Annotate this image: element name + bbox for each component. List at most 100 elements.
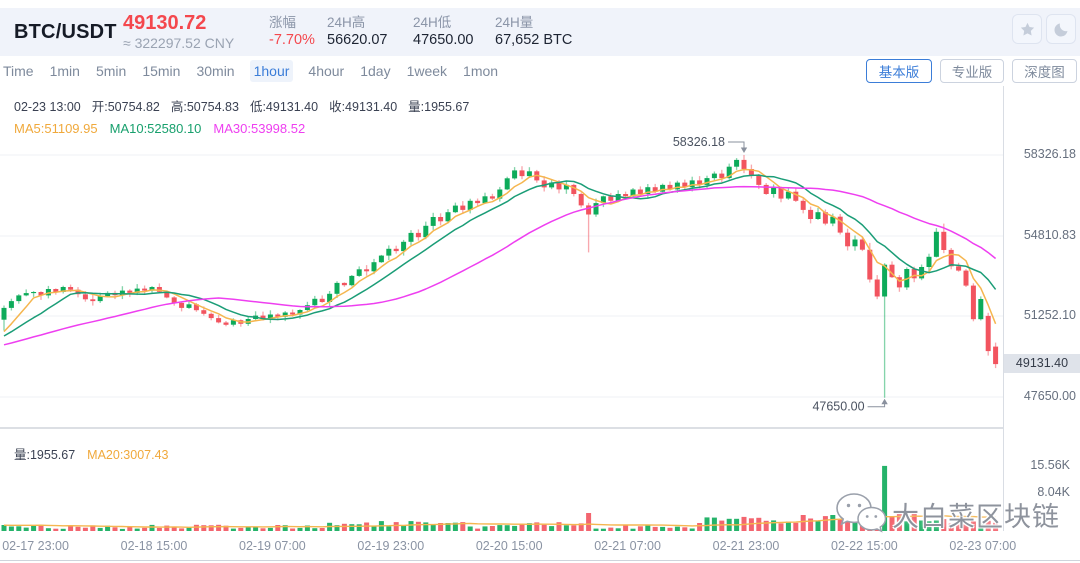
candle-body [882,264,888,297]
volume-bar [386,526,392,531]
candle-body [23,293,29,296]
candle-body [119,290,125,296]
interval-tab-1mon[interactable]: 1mon [463,62,499,79]
volume-bar [179,528,185,531]
interval-tabs: Time 1min 5min 15min 30min 1hour 4hour 1day 1wee… [2,56,513,85]
volume-bar [253,526,259,531]
ticker-stat: 24H高 56620.07 [327,16,387,48]
volume-bar [748,518,754,531]
ohlc-readout: 02-23 13:00 开:50754.82 高:50754.83 低:49131.4… [14,96,480,115]
candle-body [8,301,14,308]
volume-bar [393,522,399,531]
volume-bar [482,526,488,531]
volume-bar [600,528,606,531]
favorite-button[interactable] [1012,14,1042,44]
volume-bar [852,518,858,531]
candle-body [889,264,895,278]
theme-toggle-button[interactable] [1046,14,1076,44]
candle-body [734,159,740,167]
candle-body [785,191,791,199]
candle-body [497,189,503,199]
volume-bar [549,526,555,531]
candle-body [445,212,451,222]
candle-body [364,269,370,272]
volume-bar [275,525,281,531]
candle-body [763,184,769,194]
view-button-1[interactable]: 基本版 [866,59,932,83]
volume-bar [697,523,703,531]
candle-body [652,187,658,192]
volume-bar [667,527,673,531]
candle-body [526,171,532,177]
volume-bar [623,525,629,531]
interval-tab-1min[interactable]: 1min [49,62,80,79]
volume-bar [134,528,140,531]
candle-body [549,182,555,188]
annotation-arrow-down [740,147,748,153]
volume-bar [674,526,680,531]
interval-tab-1week[interactable]: 1week [406,62,448,79]
volume-bar [896,512,902,531]
candle-body [452,205,458,213]
volume-axis-label: 15.56K [1030,458,1070,472]
candle-body [149,287,155,291]
interval-tab-30min[interactable]: 30min [196,62,235,79]
volume-bar [652,526,658,531]
volume-bar [208,525,214,531]
candle-body [608,196,614,201]
candle-body [985,315,991,352]
candle-body [90,299,96,302]
candle-body [682,182,688,188]
volume-bar [349,524,355,531]
volume-bar [682,527,688,531]
volume-bar [689,528,695,531]
view-button-3[interactable]: 深度图 [1012,59,1077,83]
wechat-logo-icon [836,493,886,533]
interval-tab-15min[interactable]: 15min [142,62,181,79]
candle-body [970,285,976,320]
candle-body [378,255,384,263]
candle-body [312,298,318,306]
volume-bar [970,521,976,531]
time-axis-label: 02-21 07:00 [594,539,661,553]
volume-bar [519,524,525,531]
volume-bar [822,516,828,531]
time-axis-label: 02-17 23:00 [2,539,69,553]
interval-tab-time[interactable]: Time [3,62,34,79]
interval-tab-1day[interactable]: 1day [360,62,391,79]
volume-bar [186,527,192,531]
interval-tab-4hour[interactable]: 4hour [308,62,345,79]
volume-bar [127,526,133,531]
volume-bar [978,522,984,531]
header-icon-buttons [1012,14,1076,44]
candle-body [630,189,636,197]
candle-body [467,200,473,210]
volume-bar [60,528,66,531]
view-button-2[interactable]: 专业版 [940,59,1004,83]
interval-tab-1hour[interactable]: 1hour [249,59,294,82]
volume-bar [911,512,917,531]
volume-bar [112,527,118,531]
interval-tab-5min[interactable]: 5min [95,62,127,79]
volume-bar [985,520,991,531]
volume-bar [830,515,836,531]
candle-body [460,205,466,210]
candle-body [541,180,547,188]
candle-body [127,290,133,293]
time-axis-label: 02-19 23:00 [357,539,425,553]
volume-bar [319,528,325,531]
bottom-divider [0,560,1080,561]
volume-bar [312,528,318,531]
candle-body [874,279,880,297]
candle-body [408,232,414,242]
candle-body [748,169,754,176]
candle-body [415,232,421,238]
candle-body [697,180,703,185]
volume-bar [356,524,362,531]
volume-bar [948,523,954,531]
ma10-line [3,174,997,337]
candle-body [704,178,710,185]
candle-body [208,313,214,319]
volume-bar [504,525,510,531]
